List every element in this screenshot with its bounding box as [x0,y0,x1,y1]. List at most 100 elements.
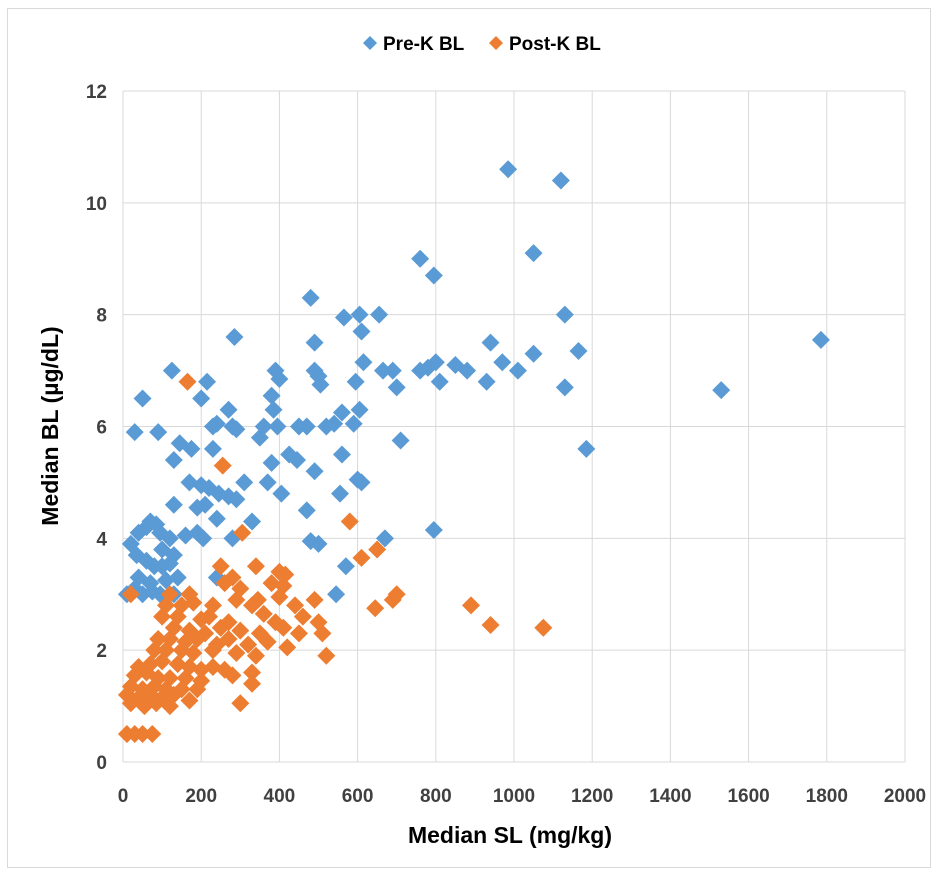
x-tick-label: 600 [342,786,374,807]
x-tick-label: 800 [420,786,452,807]
data-point [477,372,496,391]
x-tick-label: 1600 [727,786,769,807]
data-point [219,629,238,648]
data-point [211,557,230,576]
series-0 [117,160,830,604]
data-point [133,389,152,408]
data-point [461,596,480,615]
data-point [712,381,731,400]
data-point [332,403,351,422]
data-point [332,445,351,464]
data-point [325,414,344,433]
data-point [481,616,500,635]
data-point [555,378,574,397]
data-point [157,571,176,590]
data-points [117,160,830,744]
data-point [160,529,179,548]
y-tick-label: 2 [96,641,107,662]
data-point [411,249,430,268]
data-point [192,389,211,408]
y-tick-label: 6 [96,418,107,439]
data-point [555,305,574,324]
legend: Pre-K BL Post-K BL [363,34,601,55]
data-point [374,361,393,380]
y-axis-title: Median BL (µg/dL) [37,326,63,525]
data-point [203,641,222,660]
data-point [160,697,179,716]
data-point [149,423,168,442]
data-point [194,529,213,548]
data-point [551,171,570,190]
data-point [458,361,477,380]
data-point [569,342,588,361]
data-point [184,643,203,662]
data-point [309,534,328,553]
data-point [346,372,365,391]
data-point [424,520,443,539]
data-point [354,353,373,372]
data-point [243,596,262,615]
data-point [270,588,289,607]
data-point [243,663,262,682]
data-point [426,353,445,372]
legend-marker-post-k [489,36,503,50]
x-tick-label: 2000 [884,786,926,807]
data-point [145,641,164,660]
data-point [264,400,283,419]
y-tick-labels: 0 2 4 6 8 10 12 [86,82,108,774]
data-point [305,333,324,352]
data-point [231,621,250,640]
data-point [227,643,246,662]
data-point [203,439,222,458]
data-point [424,266,443,285]
x-tick-label: 200 [185,786,217,807]
data-point [391,431,410,450]
data-point [368,540,387,559]
data-point [188,680,207,699]
data-point [164,495,183,514]
data-point [121,585,140,604]
data-point [225,328,244,347]
y-tick-label: 10 [86,194,107,215]
data-point [235,473,254,492]
data-point [508,361,527,380]
data-point [336,557,355,576]
data-point [430,372,449,391]
data-point [387,378,406,397]
data-point [268,417,287,436]
data-point [276,565,295,584]
data-point [227,420,246,439]
x-tick-label: 1800 [806,786,848,807]
data-point [481,333,500,352]
x-tick-label: 1000 [493,786,535,807]
data-point [246,557,265,576]
data-point [153,652,172,671]
data-point [352,473,371,492]
data-point [262,453,281,472]
data-point [239,635,258,654]
data-point [196,495,215,514]
data-point [352,322,371,341]
data-point [125,423,144,442]
data-point [143,725,162,744]
data-point [184,593,203,612]
data-point [293,607,312,626]
data-point [352,548,371,567]
data-point [162,361,181,380]
data-point [246,646,265,665]
legend-item-post-k: Post-K BL [489,34,601,55]
data-point [272,484,291,503]
data-point [182,439,201,458]
legend-label-post-k: Post-K BL [509,34,601,55]
x-axis-title: Median SL (mg/kg) [408,822,612,848]
x-tick-label: 400 [264,786,296,807]
data-point [350,305,369,324]
x-tick-labels: 0 200 400 600 800 1000 1200 1400 1600 1800 2000 [118,786,926,807]
data-point [375,529,394,548]
data-point [133,725,152,744]
data-point [274,618,293,637]
data-point [213,456,232,475]
y-tick-label: 12 [86,82,107,103]
data-point [286,596,305,615]
